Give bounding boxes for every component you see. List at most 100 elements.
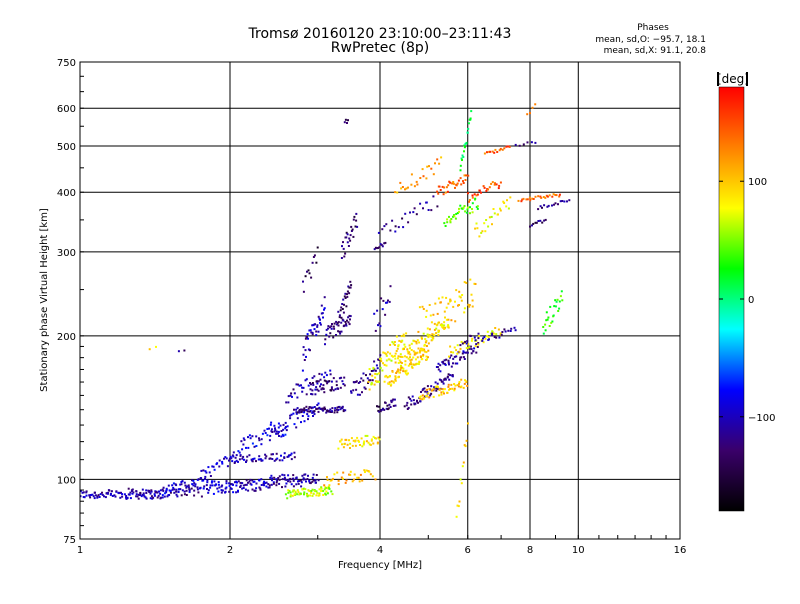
data-point (362, 443, 365, 446)
data-point (316, 382, 319, 385)
data-point (402, 367, 405, 370)
data-point (498, 149, 501, 152)
data-point (347, 316, 350, 319)
data-point (539, 195, 542, 198)
data-point (341, 443, 343, 446)
data-point (197, 478, 200, 481)
data-point (391, 219, 394, 222)
data-point (284, 426, 287, 428)
data-point (309, 382, 311, 384)
data-point (165, 488, 168, 491)
data-point (401, 355, 404, 358)
data-point (424, 338, 427, 341)
data-point (261, 432, 264, 435)
data-point (103, 495, 105, 498)
data-point (269, 476, 272, 479)
data-point (409, 211, 411, 214)
data-point (407, 186, 409, 189)
data-point (400, 364, 402, 367)
data-point (183, 349, 186, 352)
data-point (324, 493, 327, 496)
data-point (275, 432, 278, 435)
data-point (326, 476, 328, 479)
data-point (386, 301, 389, 304)
data-point (501, 148, 504, 151)
data-point (299, 492, 302, 495)
data-point (425, 339, 428, 342)
data-point (446, 190, 449, 193)
data-point (503, 202, 506, 204)
data-point (305, 405, 308, 408)
data-point (525, 198, 528, 201)
data-point (467, 174, 470, 177)
data-point (416, 351, 419, 354)
data-point (510, 327, 513, 330)
data-point (241, 448, 244, 451)
data-point (350, 391, 353, 394)
data-point (544, 323, 547, 326)
data-point (91, 493, 94, 496)
data-point (354, 444, 357, 447)
data-point (311, 331, 314, 334)
data-point (475, 351, 478, 354)
data-point (410, 365, 413, 368)
data-point (337, 330, 340, 333)
data-point (397, 376, 400, 379)
data-point (468, 200, 470, 203)
data-point (403, 343, 406, 346)
data-point (187, 486, 190, 489)
data-point (475, 194, 478, 197)
data-point (461, 465, 464, 468)
data-point (258, 455, 261, 458)
data-point (304, 337, 307, 340)
data-point (436, 190, 439, 193)
data-point (254, 489, 257, 492)
data-point (200, 495, 203, 498)
data-point (323, 488, 326, 491)
data-point (433, 328, 436, 331)
data-point (310, 491, 313, 494)
data-point (303, 478, 306, 481)
data-point (416, 183, 419, 186)
data-point (216, 487, 219, 490)
data-point (550, 321, 553, 324)
data-point (316, 325, 319, 328)
data-point (327, 327, 329, 330)
data-point (532, 198, 535, 200)
data-point (441, 296, 444, 299)
data-point (423, 387, 426, 390)
data-point (205, 471, 208, 474)
data-point (394, 357, 397, 360)
data-point (299, 479, 302, 482)
data-point (459, 347, 462, 350)
data-point (424, 341, 427, 344)
data-point (431, 333, 434, 336)
data-point (342, 410, 345, 413)
data-point (425, 315, 428, 318)
data-point (311, 376, 314, 379)
data-point (253, 489, 256, 492)
data-point (316, 404, 319, 406)
data-point (208, 471, 211, 474)
data-point (289, 417, 292, 420)
data-point (338, 316, 341, 319)
data-point (486, 335, 489, 338)
data-point (548, 194, 551, 197)
data-point (258, 439, 261, 442)
data-point (452, 351, 455, 354)
data-point (329, 369, 332, 372)
data-point (474, 197, 477, 200)
data-point (468, 199, 471, 201)
data-point (109, 493, 112, 496)
data-point (279, 424, 282, 427)
data-point (374, 369, 377, 372)
data-point (238, 458, 241, 461)
data-point (385, 301, 387, 304)
data-point (310, 383, 312, 386)
data-point (530, 141, 533, 144)
data-point (282, 423, 285, 426)
data-point (498, 184, 501, 187)
data-point (99, 493, 102, 496)
data-point (378, 410, 381, 413)
data-point (339, 309, 342, 312)
